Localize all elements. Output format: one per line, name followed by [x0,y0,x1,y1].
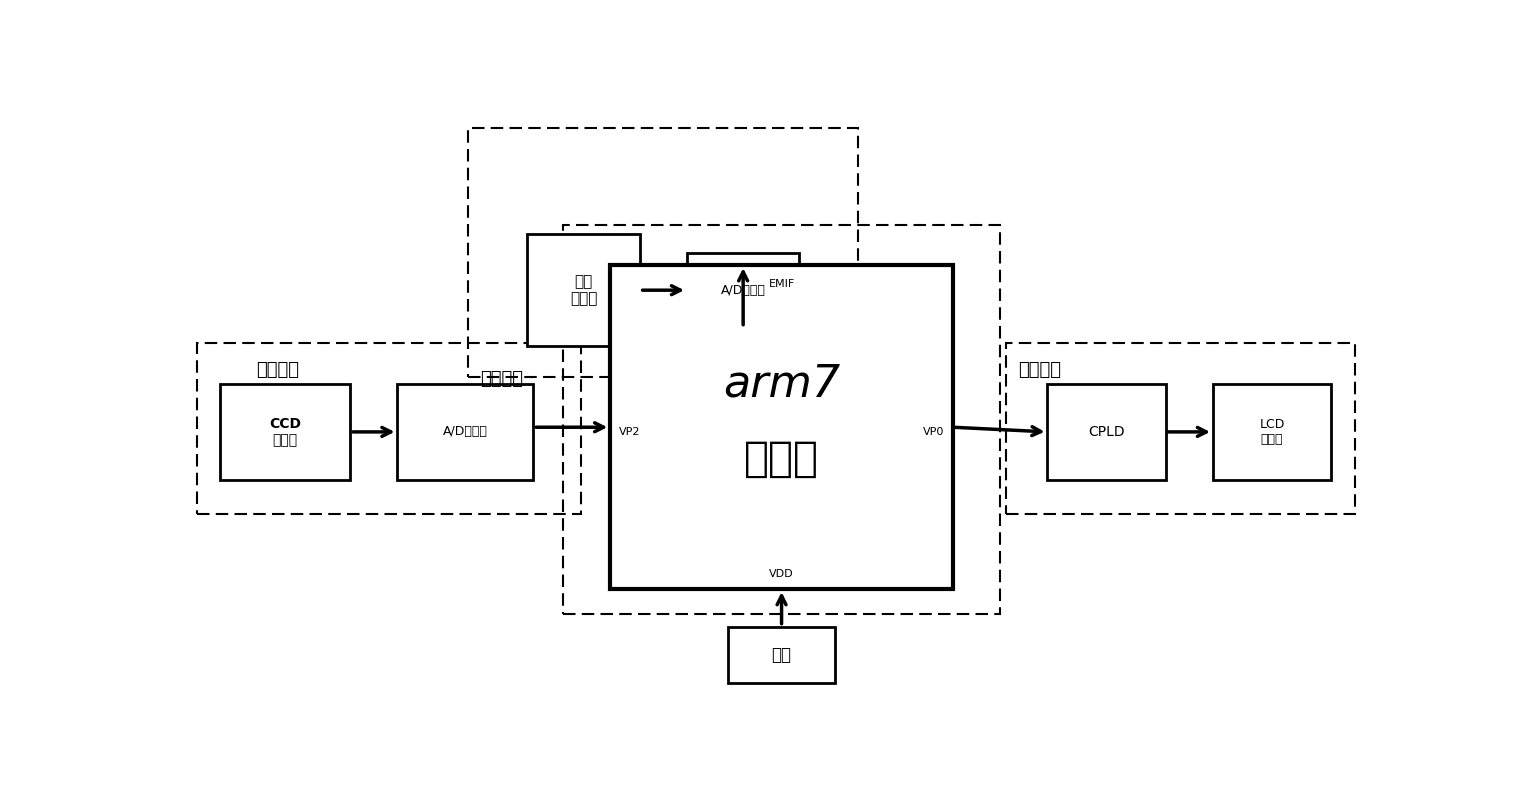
Text: 处理器: 处理器 [744,438,819,480]
Bar [197,343,581,515]
Text: VP0: VP0 [923,426,944,437]
Bar [528,234,640,346]
Text: CCD
摄像机: CCD 摄像机 [270,417,300,447]
Bar [563,225,1000,614]
Bar [220,383,351,481]
Text: 图像采集: 图像采集 [256,361,299,379]
Text: 电源: 电源 [772,646,791,663]
Text: A/D转换器: A/D转换器 [442,426,488,438]
Text: 声音
采集器: 声音 采集器 [570,274,598,307]
Text: VDD: VDD [769,569,795,578]
Bar [686,253,799,328]
Bar [610,265,953,589]
Text: VP2: VP2 [619,426,640,437]
Text: CPLD: CPLD [1089,425,1125,439]
Bar [1048,383,1165,481]
Bar [729,626,834,683]
Bar [468,129,859,377]
Text: A/D转换器: A/D转换器 [721,284,766,297]
Bar [398,383,534,481]
Text: LCD
显示器: LCD 显示器 [1260,418,1284,446]
Text: EMIF: EMIF [769,279,795,289]
Bar [1212,383,1331,481]
Text: arm7: arm7 [723,362,840,405]
Bar [1006,343,1354,515]
Text: 声音采集: 声音采集 [480,370,523,388]
Text: 图像显示: 图像显示 [1019,361,1061,379]
